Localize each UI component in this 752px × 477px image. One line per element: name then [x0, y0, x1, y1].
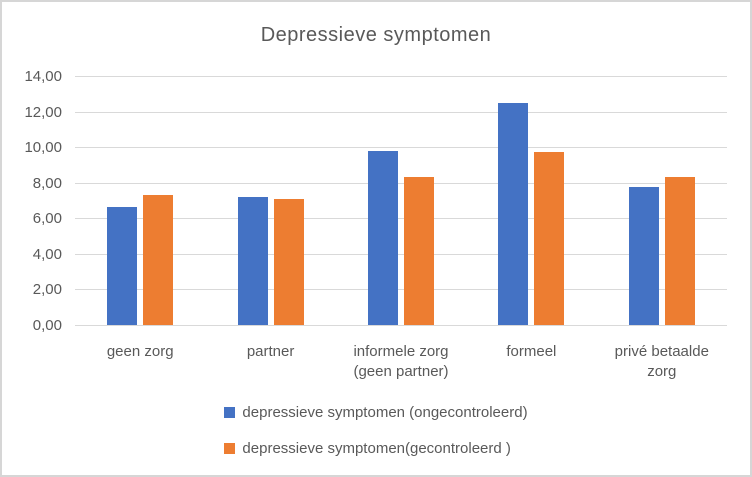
- gridline: [75, 111, 727, 113]
- chart-title: Depressieve symptomen: [260, 24, 492, 46]
- x-category-label: geen zorg: [106, 343, 174, 360]
- plot-area: [75, 76, 727, 326]
- bar-series1-cat5: [628, 187, 659, 325]
- y-tick-label: 14,00: [24, 68, 62, 85]
- y-tick-label: 0,00: [32, 317, 62, 334]
- gridline: [75, 76, 727, 77]
- y-tick-label: 4,00: [32, 245, 62, 263]
- bar-series2-cat4: [534, 151, 565, 325]
- bar-series1-cat2: [237, 196, 268, 325]
- gridline: [75, 289, 727, 291]
- y-tick-label: 12,00: [24, 103, 62, 121]
- gridline: [75, 182, 727, 184]
- x-category-label: formeel: [506, 343, 557, 360]
- gridline: [75, 147, 727, 149]
- bar-series2-cat2: [273, 198, 304, 325]
- y-tick-label: 6,00: [32, 210, 62, 228]
- y-tick-label: 2,00: [32, 281, 62, 299]
- legend-item-1: depressieve symptomen (ongecontroleerd): [224, 404, 528, 421]
- x-category-label: partner: [246, 343, 295, 360]
- bar-series1-cat4: [498, 102, 529, 325]
- bar-series2-cat5: [664, 176, 695, 325]
- bar-series1-cat3: [368, 150, 398, 325]
- x-axis-line: [75, 325, 727, 326]
- bar-series1-cat1: [107, 206, 138, 325]
- legend-swatch-icon: [224, 407, 236, 418]
- legend: depressieve symptomen (ongecontroleerd) d…: [2, 404, 750, 457]
- legend-item-2: depressieve symptomen(gecontroleerd ): [224, 440, 511, 457]
- bar-series2-cat3: [404, 176, 434, 325]
- y-tick-label: 10,00: [24, 139, 62, 157]
- legend-label: depressieve symptomen (ongecontroleerd): [242, 404, 528, 421]
- legend-swatch-icon: [224, 443, 236, 454]
- legend-items: depressieve symptomen (ongecontroleerd) d…: [224, 404, 528, 457]
- gridline: [75, 218, 727, 220]
- x-category-label: informele zorg (geen partner): [353, 343, 449, 380]
- gridline: [75, 253, 727, 255]
- x-category-label: privé betaalde zorg: [614, 343, 709, 380]
- y-tick-label: 8,00: [32, 174, 62, 192]
- bar-series2-cat1: [143, 195, 174, 325]
- legend-label: depressieve symptomen(gecontroleerd ): [242, 440, 511, 457]
